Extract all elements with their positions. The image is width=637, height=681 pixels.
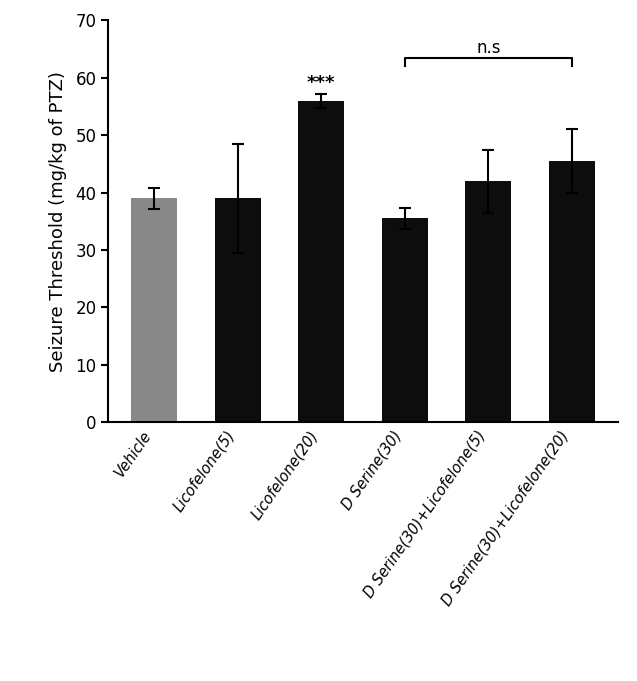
- Text: ***: ***: [307, 74, 336, 92]
- Bar: [466, 181, 512, 422]
- Bar: [131, 198, 177, 422]
- Bar: [382, 219, 428, 422]
- Y-axis label: Seizure Threshold (mg/kg of PTZ): Seizure Threshold (mg/kg of PTZ): [49, 71, 67, 372]
- Bar: [215, 198, 261, 422]
- Bar: [549, 161, 595, 422]
- Bar: [298, 101, 345, 422]
- Text: n.s: n.s: [476, 39, 501, 57]
